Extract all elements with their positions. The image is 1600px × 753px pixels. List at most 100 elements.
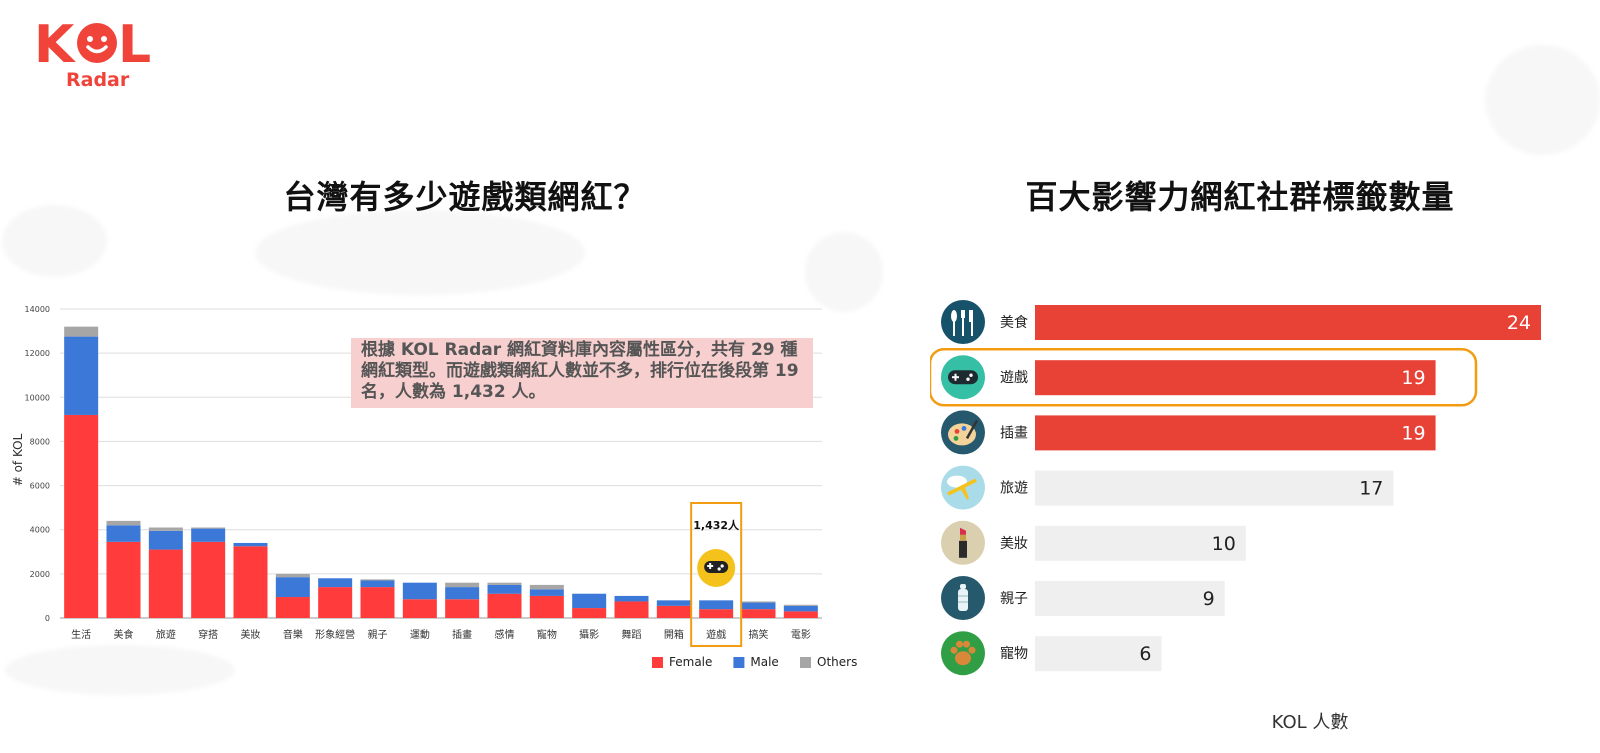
y-tick-label: 2000 xyxy=(30,570,50,579)
bar-row: 旅遊 17 xyxy=(941,465,1394,510)
bar-value-label: 9 xyxy=(1203,588,1215,610)
gamepad-icon xyxy=(941,355,985,400)
y-tick-label: 4000 xyxy=(30,526,50,535)
bar-segment xyxy=(360,579,395,581)
bar-segment xyxy=(487,582,522,585)
legend-label: Female xyxy=(669,655,712,669)
logo-k: K xyxy=(34,15,76,75)
redaction-blob xyxy=(5,645,235,695)
bar-row: 親子 9 xyxy=(941,576,1225,620)
legend-swatch xyxy=(733,657,745,668)
legend-item: Others xyxy=(800,655,857,669)
bar-segment xyxy=(318,578,353,588)
left-chart-title: 台灣有多少遊戲類網紅？ xyxy=(283,178,647,216)
bar-segment xyxy=(614,601,649,618)
bar xyxy=(1035,360,1436,396)
bar-segment xyxy=(191,527,226,529)
y-tick-label: 12000 xyxy=(25,349,50,358)
bar-value-label: 19 xyxy=(1401,367,1425,389)
bar-segment xyxy=(64,414,99,618)
x-tick-label: 開箱 xyxy=(664,628,684,641)
x-tick-label: 音樂 xyxy=(283,628,303,641)
bar-segment xyxy=(233,546,268,618)
bar-segment xyxy=(402,582,437,600)
legend-swatch xyxy=(800,657,811,668)
bar-value-label: 6 xyxy=(1139,643,1151,665)
x-tick-label: 穿搭 xyxy=(198,628,218,641)
x-tick-label: 感情 xyxy=(495,628,515,641)
y-tick-label: 8000 xyxy=(30,437,50,446)
bar-row: 遊戲 19 xyxy=(941,355,1436,400)
x-tick-label: 寵物 xyxy=(537,628,557,641)
legend-label: Others xyxy=(817,655,857,669)
category-label: 親子 xyxy=(1000,591,1028,607)
x-tick-label: 搞笑 xyxy=(749,628,769,641)
bar-segment xyxy=(741,601,776,603)
bar-segment xyxy=(106,541,141,618)
baby-bottle-icon xyxy=(941,576,985,620)
cutlery-icon xyxy=(941,300,985,344)
bar-segment xyxy=(572,593,607,609)
y-tick-label: 14000 xyxy=(25,305,50,314)
category-label: 美食 xyxy=(1000,314,1028,331)
x-tick-label: 攝影 xyxy=(579,628,599,641)
bar-segment xyxy=(191,528,226,542)
bar-segment xyxy=(275,577,310,598)
logo-smile-icon xyxy=(77,23,117,63)
category-label: 美妝 xyxy=(1000,536,1028,552)
category-label: 插畫 xyxy=(1000,425,1028,441)
bar xyxy=(1035,415,1436,451)
x-tick-label: 遊戲 xyxy=(706,628,726,641)
lipstick-icon xyxy=(941,520,985,565)
y-axis-label: # of KOL xyxy=(11,433,25,486)
category-label: 遊戲 xyxy=(1000,370,1028,386)
right-chart-title: 百大影響力網紅社群標籤數量 xyxy=(1025,178,1455,216)
x-tick-label: 美食 xyxy=(114,628,134,641)
bar-value-label: 24 xyxy=(1507,312,1531,334)
palette-icon xyxy=(941,410,985,455)
redaction-blob xyxy=(805,232,883,312)
horizontal-bar-chart: 美食 24 遊戲 19 插畫 19 旅遊 17 美妝 10 親子 9 寵物 6 xyxy=(930,300,1541,676)
legend-label: Male xyxy=(750,655,778,669)
bar-segment xyxy=(699,609,734,618)
logo-sub: Radar xyxy=(66,69,130,91)
bar-segment xyxy=(318,587,353,618)
legend-item: Female xyxy=(652,655,712,669)
bar-segment xyxy=(741,609,776,618)
bar-segment xyxy=(445,582,480,588)
x-tick-label: 生活 xyxy=(71,628,91,641)
bar xyxy=(1035,636,1162,672)
description-note: 根據 KOL Radar 網紅資料庫內容屬性區分，共有 29 種網紅類型。而遊戲… xyxy=(351,338,813,408)
x-tick-label: 插畫 xyxy=(452,628,472,641)
gamepad-icon xyxy=(697,549,736,587)
redaction-blob xyxy=(2,205,107,277)
bar-segment xyxy=(529,595,564,618)
bar-row: 寵物 6 xyxy=(941,631,1162,676)
bar-segment xyxy=(529,589,564,596)
x-tick-label: 舞蹈 xyxy=(622,629,642,641)
redaction-blob xyxy=(1485,45,1600,155)
bar-segment xyxy=(783,611,818,618)
x-tick-label: 電影 xyxy=(791,629,811,641)
bar-segment xyxy=(487,584,522,594)
x-tick-label: 旅遊 xyxy=(156,628,176,641)
svg-text:L: L xyxy=(118,15,151,75)
bar-segment xyxy=(529,584,564,590)
bar-segment xyxy=(64,336,99,415)
bar-segment xyxy=(191,541,226,618)
bar-segment xyxy=(783,604,818,606)
bar xyxy=(1035,525,1246,561)
bar-segment xyxy=(741,602,776,610)
bar-segment xyxy=(360,580,395,588)
bar-segment xyxy=(656,605,691,618)
bar-segment xyxy=(783,605,818,612)
bar-segment xyxy=(275,597,310,618)
y-tick-label: 0 xyxy=(45,614,50,623)
bar-segment xyxy=(487,593,522,618)
legend-item: Male xyxy=(733,655,779,669)
bar-segment xyxy=(148,530,183,550)
x-tick-label: 美妝 xyxy=(241,628,261,641)
redaction-blob xyxy=(255,210,585,295)
bar-segment xyxy=(275,573,310,578)
bar-row: 插畫 19 xyxy=(941,410,1436,455)
